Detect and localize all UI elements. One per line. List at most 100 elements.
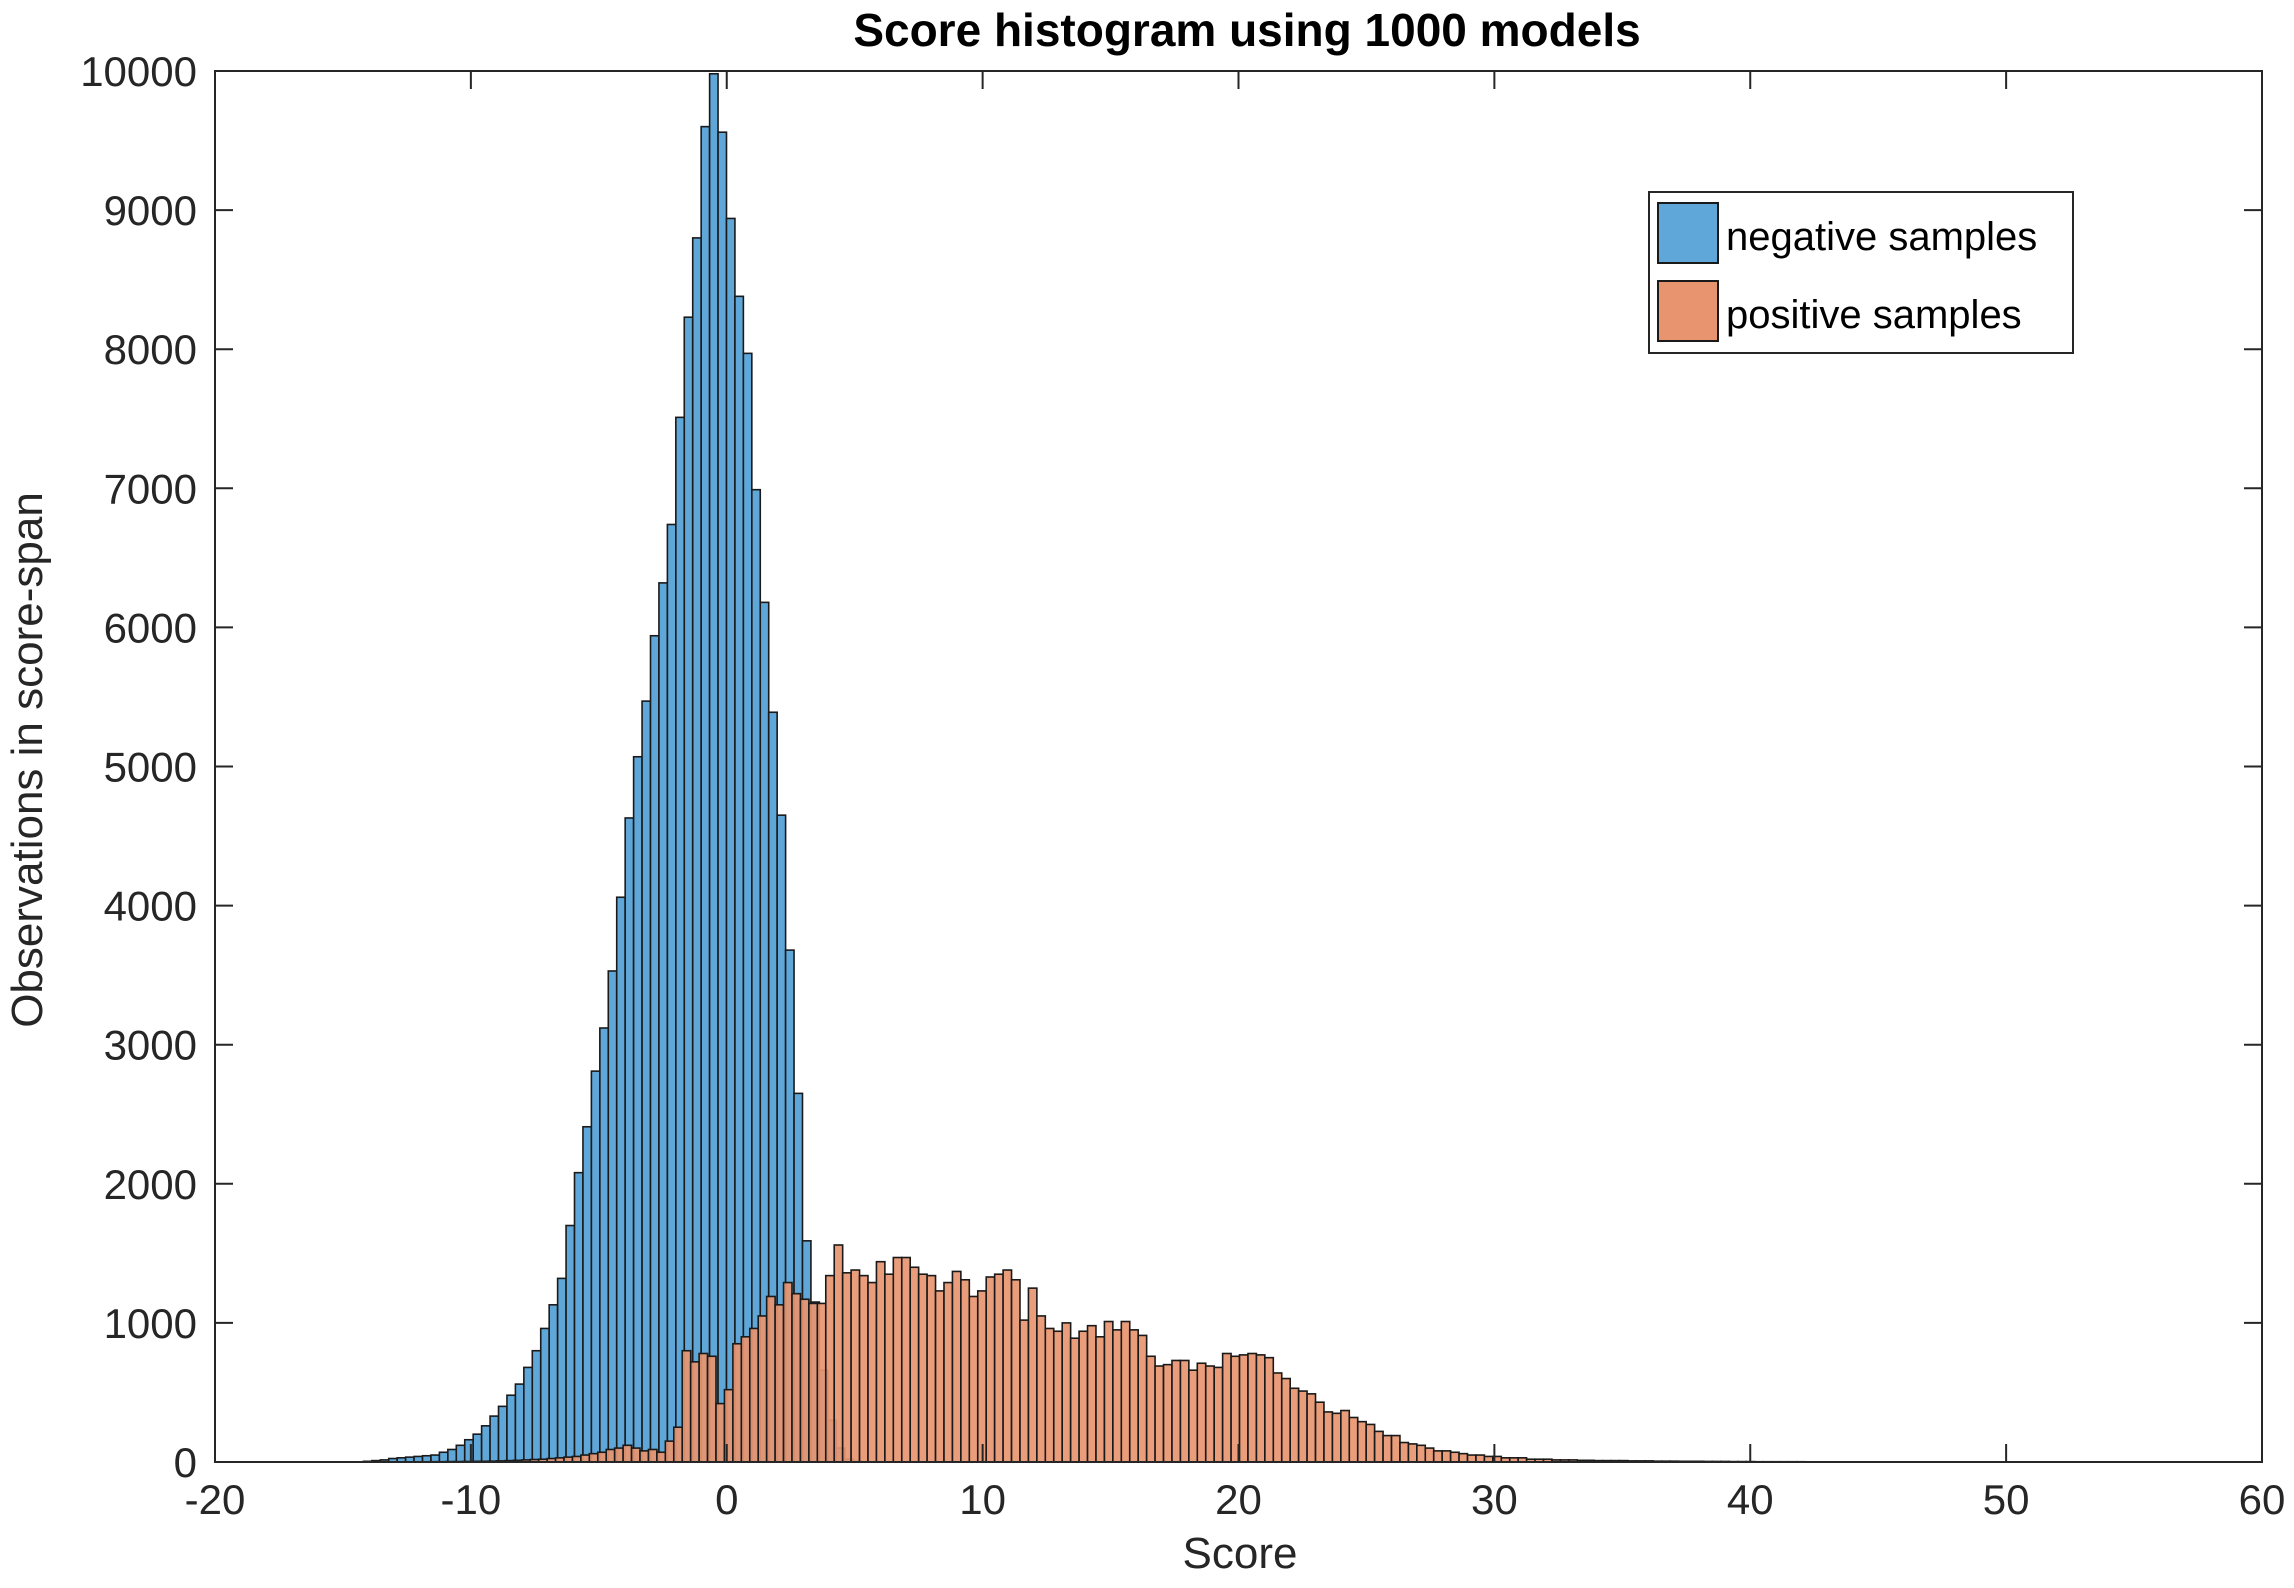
- negative-bar: [532, 1351, 540, 1462]
- positive-bar: [944, 1283, 952, 1462]
- positive-bar: [1172, 1360, 1180, 1462]
- negative-bar: [541, 1328, 549, 1462]
- positive-bar: [691, 1362, 699, 1462]
- negative-bar: [465, 1440, 473, 1462]
- positive-bar: [1248, 1354, 1256, 1463]
- positive-bar: [1189, 1370, 1197, 1462]
- positive-bar: [851, 1270, 859, 1462]
- positive-bar: [657, 1452, 665, 1462]
- negative-bar: [726, 218, 734, 1462]
- x-tick-label: 0: [715, 1476, 738, 1523]
- x-tick-label: -10: [441, 1476, 502, 1523]
- negative-bar: [634, 757, 642, 1462]
- positive-bar: [581, 1455, 589, 1462]
- positive-bar: [1020, 1320, 1028, 1462]
- positive-bar: [1096, 1337, 1104, 1462]
- positive-bar: [1088, 1326, 1096, 1462]
- positive-bar: [902, 1258, 910, 1462]
- positive-bar: [665, 1441, 673, 1462]
- x-tick-label: 40: [1727, 1476, 1774, 1523]
- negative-bar: [701, 127, 709, 1462]
- positive-bar: [817, 1303, 825, 1462]
- positive-bar: [1451, 1452, 1459, 1462]
- positive-bar: [995, 1274, 1003, 1462]
- positive-bar: [1121, 1322, 1129, 1462]
- positive-bar: [1054, 1331, 1062, 1462]
- negative-bar: [608, 971, 616, 1462]
- positive-bar: [750, 1328, 758, 1462]
- positive-bar: [1332, 1413, 1340, 1462]
- positive-bar: [1434, 1451, 1442, 1462]
- positive-bar: [1079, 1331, 1087, 1462]
- positive-bar: [632, 1448, 640, 1462]
- negative-bar: [659, 583, 667, 1462]
- positive-bar: [961, 1280, 969, 1462]
- negative-bar: [473, 1434, 481, 1462]
- negative-bar: [676, 417, 684, 1462]
- positive-bar: [952, 1271, 960, 1462]
- negative-bar: [515, 1384, 523, 1462]
- x-tick-label: 50: [1983, 1476, 2030, 1523]
- y-tick-label: 10000: [80, 48, 197, 95]
- y-tick-label: 7000: [104, 465, 197, 512]
- positive-bar: [1104, 1322, 1112, 1462]
- positive-bar: [800, 1299, 808, 1462]
- y-tick-label: 6000: [104, 604, 197, 651]
- positive-bar: [606, 1449, 614, 1462]
- positive-bar: [1290, 1388, 1298, 1462]
- negative-bar: [558, 1278, 566, 1462]
- positive-bar: [1316, 1402, 1324, 1462]
- positive-bar: [1256, 1355, 1264, 1462]
- positive-bar: [834, 1245, 842, 1462]
- negative-bar: [456, 1445, 464, 1462]
- positive-bar: [1375, 1431, 1383, 1462]
- y-tick-label: 3000: [104, 1022, 197, 1069]
- x-tick-label: 10: [959, 1476, 1006, 1523]
- negative-bar: [625, 818, 633, 1462]
- positive-bar: [699, 1354, 707, 1463]
- negative-bar: [617, 897, 625, 1462]
- positive-bar: [969, 1296, 977, 1462]
- positive-bar: [648, 1449, 656, 1462]
- positive-bar: [1366, 1424, 1374, 1462]
- positive-bar: [1206, 1366, 1214, 1462]
- negative-bar: [524, 1367, 532, 1462]
- x-tick-label: 20: [1215, 1476, 1262, 1523]
- legend-label-negative: negative samples: [1726, 215, 2037, 259]
- positive-bar: [784, 1283, 792, 1462]
- positive-bar: [792, 1294, 800, 1462]
- positive-bar: [615, 1448, 623, 1462]
- negative-bar: [499, 1406, 507, 1462]
- legend-swatch-positive: [1658, 281, 1718, 341]
- negative-bar: [448, 1449, 456, 1462]
- positive-bar: [1164, 1365, 1172, 1462]
- positive-bar: [1383, 1436, 1391, 1462]
- positive-bar: [1417, 1445, 1425, 1462]
- positive-bar: [919, 1274, 927, 1462]
- positive-bar: [1240, 1355, 1248, 1462]
- positive-bar: [986, 1277, 994, 1462]
- positive-bar: [767, 1296, 775, 1462]
- x-axis-label: Score: [1183, 1529, 1298, 1578]
- positive-bar: [1062, 1323, 1070, 1462]
- negative-bar: [693, 238, 701, 1462]
- positive-bar: [1155, 1366, 1163, 1462]
- positive-bar: [1138, 1335, 1146, 1462]
- y-tick-label: 1000: [104, 1300, 197, 1347]
- positive-bar: [1392, 1436, 1400, 1462]
- negative-bar: [583, 1127, 591, 1462]
- positive-bar: [1299, 1391, 1307, 1462]
- positive-bar: [623, 1445, 631, 1462]
- positive-bar: [1265, 1358, 1273, 1462]
- positive-bar: [1037, 1316, 1045, 1462]
- positive-bar: [978, 1291, 986, 1462]
- x-tick-label: 30: [1471, 1476, 1518, 1523]
- negative-bar: [591, 1071, 599, 1462]
- positive-bar: [826, 1276, 834, 1462]
- negative-bar: [549, 1305, 557, 1462]
- legend-swatch-negative: [1658, 203, 1718, 263]
- negative-bar: [439, 1452, 447, 1462]
- negative-bar: [507, 1395, 515, 1462]
- positive-bar: [1003, 1270, 1011, 1462]
